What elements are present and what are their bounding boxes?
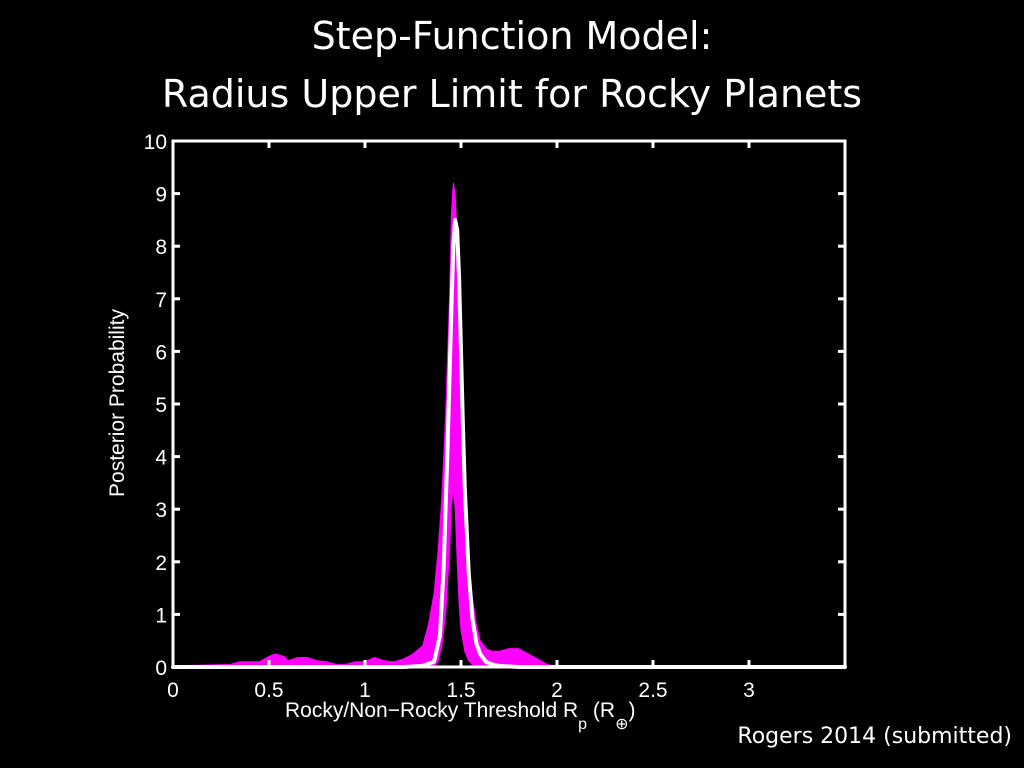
credible-band-area: [172, 182, 846, 668]
x-tick-label: 3: [743, 679, 755, 702]
y-tick-label: 2: [155, 552, 167, 575]
x-axis-label-close: ): [628, 699, 636, 722]
citation: Rogers 2014 (submitted): [737, 724, 1012, 749]
x-axis-label-main: Rocky/Non−Rocky Threshold R: [285, 699, 579, 722]
plot-frame: [171, 139, 847, 669]
y-tick-label: 5: [155, 394, 167, 417]
y-tick-label: 7: [155, 289, 167, 312]
y-axis-label: Posterior Probability: [106, 309, 129, 497]
median-posterior-line: [171, 217, 847, 669]
y-tick-label: 1: [155, 604, 167, 627]
x-tick-label: 2.5: [638, 679, 667, 702]
x-tick-label: 2: [551, 679, 563, 702]
y-tick-label: 9: [155, 184, 167, 207]
x-tick-label: 0: [167, 679, 179, 702]
y-tick-label: 3: [155, 499, 167, 522]
y-tick-label: 0: [155, 657, 167, 680]
chart-title-line-2: Radius Upper Limit for Rocky Planets: [161, 72, 863, 116]
x-axis-label: Rocky/Non−Rocky Threshold Rp (R⊕): [285, 699, 636, 733]
x-axis-label-open: (R: [587, 699, 616, 722]
earth-symbol: ⊕: [615, 714, 629, 733]
x-axis-label-subscript: p: [578, 716, 588, 733]
y-tick-label: 8: [155, 236, 167, 259]
y-tick-label: 6: [155, 341, 167, 364]
x-tick-label: 1: [359, 679, 371, 702]
y-tick-label: 10: [144, 131, 167, 154]
y-tick-label: 4: [155, 447, 167, 470]
plot-layer: 0 0.5 1 1.5 2 2.5 3 0 1 2 3 4 5 6 7 8 9 10: [144, 131, 847, 702]
x-tick-label: 0.5: [254, 679, 283, 702]
x-tick-label: 1.5: [446, 679, 475, 702]
chart-title-line-1: Step-Function Model:: [311, 14, 713, 58]
